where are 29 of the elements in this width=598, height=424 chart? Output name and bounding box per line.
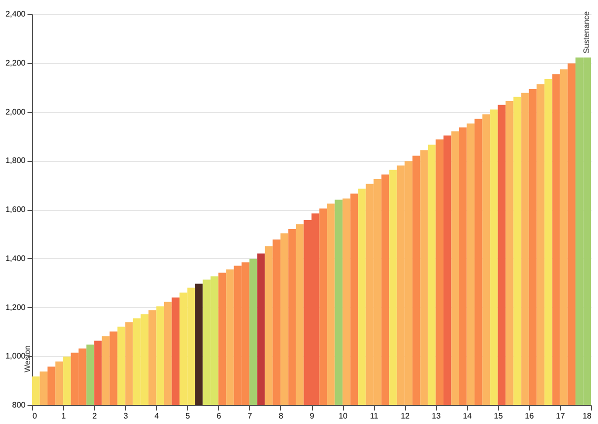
- y-tick-label: 1,800: [5, 156, 26, 166]
- x-tick-label: 1: [61, 412, 66, 420]
- x-tick-label: 0: [32, 412, 38, 420]
- y-tick-label: 1,400: [5, 254, 26, 263]
- x-tick-label: 15: [494, 412, 504, 420]
- x-tick-label: 18: [582, 412, 592, 420]
- x-tick-label: 7: [248, 412, 253, 420]
- x-tick-label: 17: [556, 412, 566, 420]
- x-tick-label: 5: [186, 412, 191, 420]
- y-tick-label: 1,600: [5, 205, 26, 214]
- y-tick-label: 1,000: [5, 352, 26, 361]
- y-tick-label: 2,000: [5, 107, 26, 116]
- x-tick-label: 13: [432, 412, 442, 420]
- x-tick-label: 11: [370, 412, 379, 420]
- annotation: Sustenance: [582, 10, 591, 54]
- x-tick-label: 8: [278, 412, 284, 420]
- y-tick-label: 1,200: [5, 302, 26, 312]
- x-tick-label: 10: [338, 412, 348, 420]
- y-tick-label: 2,200: [5, 58, 26, 68]
- x-tick-label: 3: [123, 412, 128, 420]
- x-tick-label: 12: [400, 412, 410, 420]
- x-tick-label: 14: [462, 412, 472, 420]
- x-tick-label: 6: [216, 412, 222, 420]
- x-tick-label: 16: [524, 412, 534, 420]
- x-tick-label: 9: [310, 412, 315, 420]
- x-tick-label: 4: [154, 412, 160, 420]
- y-tick-label: 800: [12, 400, 26, 410]
- x-tick-label: 2: [92, 412, 98, 420]
- y-tick-label: 2,400: [5, 10, 26, 18]
